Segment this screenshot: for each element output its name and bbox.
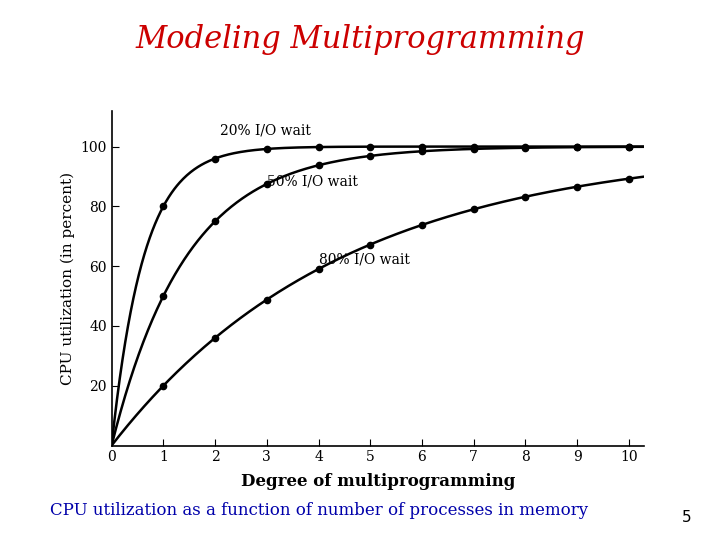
Text: CPU utilization as a function of number of processes in memory: CPU utilization as a function of number …	[50, 502, 588, 519]
Text: 50% I/O wait: 50% I/O wait	[267, 174, 358, 188]
X-axis label: Degree of multiprogramming: Degree of multiprogramming	[240, 472, 516, 490]
Text: Modeling Multiprogramming: Modeling Multiprogramming	[135, 24, 585, 55]
Text: 5: 5	[682, 510, 691, 525]
Text: 20% I/O wait: 20% I/O wait	[220, 124, 311, 138]
Y-axis label: CPU utilization (in percent): CPU utilization (in percent)	[60, 172, 75, 384]
Text: 80% I/O wait: 80% I/O wait	[318, 252, 410, 266]
